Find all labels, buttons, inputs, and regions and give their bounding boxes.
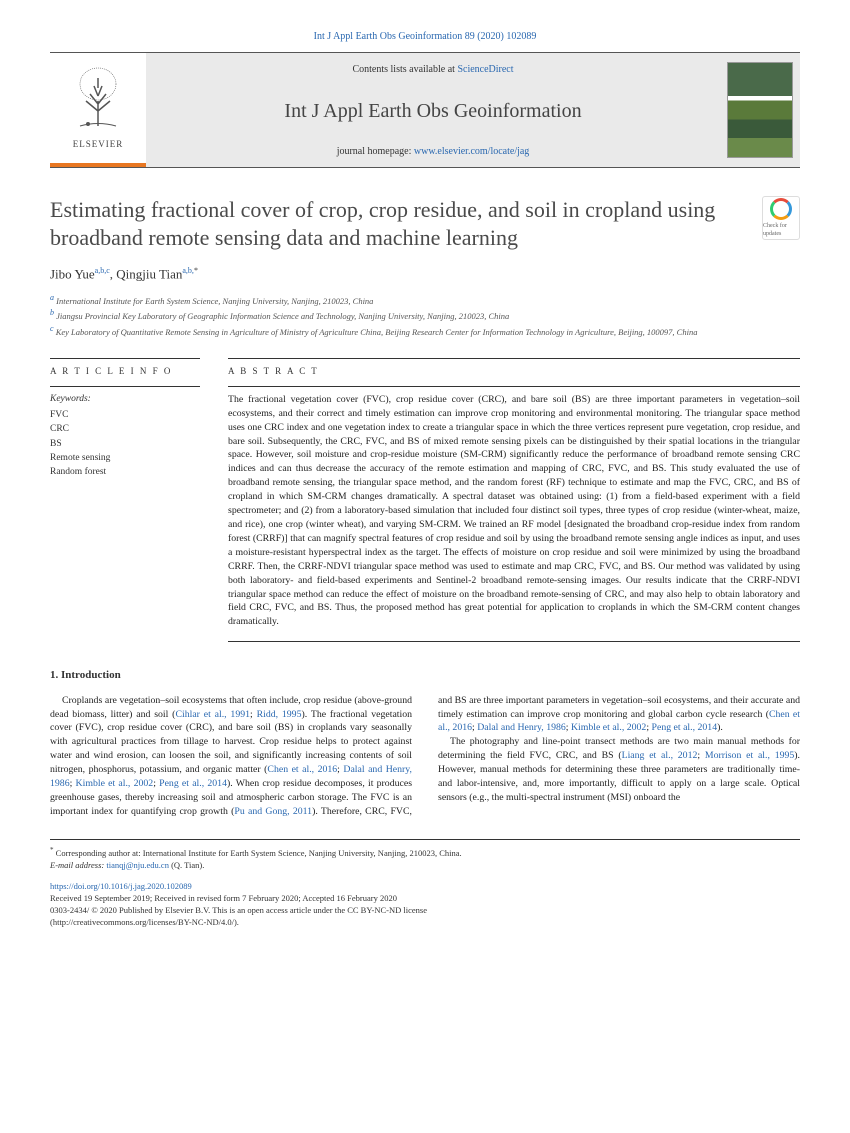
citation-link[interactable]: Ridd, 1995 — [257, 709, 302, 720]
journal-citation: Int J Appl Earth Obs Geoinformation 89 (… — [50, 30, 800, 44]
citation-link[interactable]: Chen et al., 2016 — [267, 764, 337, 775]
citation-link[interactable]: Peng et al., 2014 — [652, 722, 718, 733]
section-1-heading: 1. Introduction — [50, 668, 800, 683]
citation-link[interactable]: Liang et al., 2012 — [622, 750, 698, 761]
citation-link[interactable]: Kimble et al., 2002 — [571, 722, 646, 733]
body-text: Croplands are vegetation–soil ecosystems… — [50, 694, 800, 819]
journal-header: ELSEVIER Contents lists available at Sci… — [50, 52, 800, 168]
sciencedirect-link[interactable]: ScienceDirect — [457, 64, 513, 75]
footer: https://doi.org/10.1016/j.jag.2020.10208… — [50, 881, 800, 929]
abstract-text: The fractional vegetation cover (FVC), c… — [228, 393, 800, 629]
citation-link[interactable]: Cihlar et al., 1991 — [175, 709, 250, 720]
citation-link[interactable]: Dalal and Henry, 1986 — [477, 722, 566, 733]
author-1: Jibo Yue — [50, 266, 95, 281]
citation-link[interactable]: Kimble et al., 2002 — [76, 778, 154, 789]
journal-homepage-line: journal homepage: www.elsevier.com/locat… — [337, 145, 530, 159]
keywords-list: FVC CRC BS Remote sensing Random forest — [50, 408, 200, 479]
keywords-heading: Keywords: — [50, 393, 200, 406]
contents-available-line: Contents lists available at ScienceDirec… — [352, 63, 513, 77]
check-updates-badge[interactable]: Check for updates — [762, 196, 800, 240]
footnotes: * Corresponding author at: International… — [50, 839, 800, 872]
author-2: Qingjiu Tian — [116, 266, 182, 281]
article-info-heading: A R T I C L E I N F O — [50, 365, 200, 378]
author-list: Jibo Yuea,b,c, Qingjiu Tiana,b,* — [50, 265, 800, 284]
article-title: Estimating fractional cover of crop, cro… — [50, 196, 750, 251]
elsevier-logo: ELSEVIER — [50, 53, 146, 167]
journal-homepage-link[interactable]: www.elsevier.com/locate/jag — [414, 146, 529, 157]
affiliations: a International Institute for Earth Syst… — [50, 292, 800, 339]
abstract-panel: A B S T R A C T The fractional vegetatio… — [228, 358, 800, 642]
citation-link[interactable]: Morrison et al., 1995 — [705, 750, 794, 761]
citation-link[interactable]: Pu and Gong, 2011 — [234, 806, 312, 817]
crossmark-icon — [770, 198, 792, 220]
journal-title: Int J Appl Earth Obs Geoinformation — [284, 97, 581, 125]
abstract-heading: A B S T R A C T — [228, 365, 800, 378]
corresponding-email-link[interactable]: tianqj@nju.edu.cn — [106, 860, 169, 870]
journal-cover-thumbnail — [720, 53, 800, 167]
elsevier-label: ELSEVIER — [73, 138, 124, 151]
article-info-panel: A R T I C L E I N F O Keywords: FVC CRC … — [50, 358, 200, 642]
doi-link[interactable]: https://doi.org/10.1016/j.jag.2020.10208… — [50, 881, 192, 891]
citation-link[interactable]: Peng et al., 2014 — [159, 778, 227, 789]
elsevier-tree-icon — [68, 66, 128, 136]
